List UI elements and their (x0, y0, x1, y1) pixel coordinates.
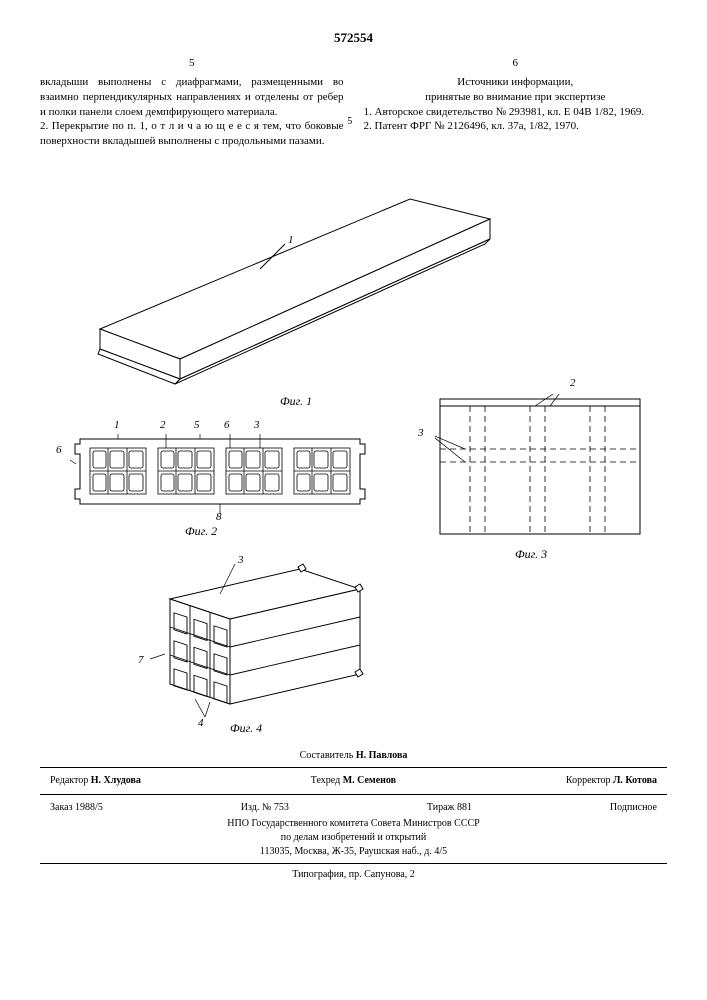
text-columns: 5 вкладыши выполнены с диафрагмами, раз­… (40, 56, 667, 149)
fig2-c8: 8 (216, 511, 222, 523)
fig2-c6: 6 (56, 444, 62, 456)
right-col-num: 6 (364, 56, 668, 71)
line-marker-5: 5 (347, 116, 352, 127)
fig4-label: Фиг. 4 (230, 721, 262, 736)
left-column: 5 вкладыши выполнены с диафрагмами, раз­… (40, 56, 344, 149)
footer: Составитель Н. Павлова Редактор Н. Хлудо… (40, 749, 667, 882)
fig3-c2: 2 (570, 377, 576, 389)
right-column: 6 Источники информации, принятые во вним… (364, 56, 668, 149)
fig2-c6b: 6 (224, 419, 230, 431)
fig2-c2: 2 (160, 419, 166, 431)
doc-number: 572554 (40, 30, 667, 46)
org-line-1: НПО Государственного комитета Совета Мин… (40, 817, 667, 831)
fig2-c1: 1 (114, 419, 120, 431)
source-1: 1. Авторское свидетельство № 293981, кл.… (364, 105, 668, 120)
left-col-num: 5 (40, 56, 344, 71)
fig1-callout-1: 1 (288, 234, 294, 246)
typo-line: Типография, пр. Сапунова, 2 (40, 868, 667, 882)
fig3-svg (435, 394, 645, 544)
fig4-c7: 7 (138, 654, 144, 666)
credits-row: Редактор Н. Хлудова Техред М. Семенов Ко… (40, 772, 667, 790)
addr-line: 113035, Москва, Ж-35, Раушская наб., д. … (40, 845, 667, 859)
fig1-svg (60, 169, 500, 399)
left-para-2: 2. Перекрытие по п. 1, о т л и ч а ю щ е… (40, 120, 344, 147)
fig4-svg (150, 559, 370, 719)
compiler-line: Составитель Н. Павлова (40, 749, 667, 763)
sources-sub: принятые во внимание при экспертизе (364, 90, 668, 105)
left-para-1: вкладыши выполнены с диафрагмами, раз­ме… (40, 76, 344, 118)
fig3-label: Фиг. 3 (515, 547, 547, 562)
fig2-c3: 3 (254, 419, 260, 431)
print-row: Заказ 1988/5 Изд. № 753 Тираж 881 Подпис… (40, 799, 667, 817)
fig4-c3: 3 (238, 554, 244, 566)
org-line-2: по делам изобретений и открытий (40, 831, 667, 845)
fig2-svg (70, 434, 370, 514)
fig3-c3: 3 (418, 427, 424, 439)
fig4-c4: 4 (198, 717, 204, 729)
source-2: 2. Патент ФРГ № 2126496, кл. 37a, 1/82, … (364, 119, 668, 134)
sources-heading: Источники информации, (364, 75, 668, 90)
fig2-label: Фиг. 2 (185, 524, 217, 539)
figures-area: 1 Фиг. 1 (40, 159, 667, 739)
fig1-label: Фиг. 1 (280, 394, 312, 409)
fig2-c5: 5 (194, 419, 200, 431)
